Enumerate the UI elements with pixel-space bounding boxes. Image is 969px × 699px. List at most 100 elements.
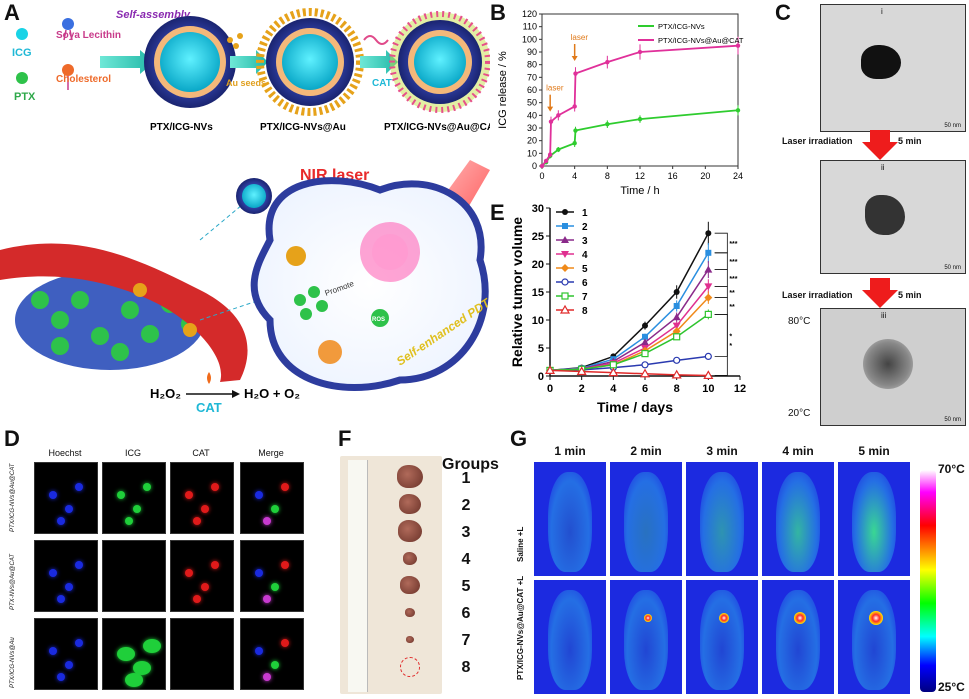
cell-spot — [271, 505, 279, 513]
chart-b-ytick-label: 30 — [527, 123, 537, 133]
chart-e-sig-label: *** — [729, 259, 737, 266]
scale-max-label: 70°C — [938, 462, 965, 476]
chart-b-point — [573, 71, 578, 76]
chart-e-point — [559, 304, 571, 314]
cell-spot — [75, 639, 83, 647]
thermal-image-tile — [534, 580, 606, 694]
cell-spot — [263, 595, 271, 603]
ptx-icg-nv-au-cat-icon — [389, 11, 491, 113]
step2-label: Laser irradiation — [782, 290, 853, 300]
group-number: 3 — [461, 524, 471, 541]
chart-e-sig-bracket — [714, 252, 728, 270]
chart-b-laser-label: laser — [571, 33, 589, 42]
thermal-time-label: 1 min — [554, 444, 586, 458]
group-number: 2 — [461, 497, 471, 514]
tem-particle-ii — [865, 195, 905, 235]
cell-spot — [255, 569, 263, 577]
tem-image-iii: iii 50 nm — [820, 308, 966, 426]
down-arrow-1-icon — [862, 130, 898, 160]
cat-label: CAT — [372, 78, 392, 89]
chart-b-ytick-label: 60 — [527, 85, 537, 95]
thermal-time-label: 2 min — [630, 444, 662, 458]
cell-spot — [49, 491, 57, 499]
chart-e-ytick-label: 30 — [532, 203, 544, 215]
group-number: 7 — [461, 632, 471, 649]
chart-b-ytick-label: 110 — [523, 22, 537, 32]
thermal-time-label: 5 min — [858, 444, 890, 458]
tumor-sample — [399, 494, 421, 514]
chart-e-point — [704, 293, 713, 302]
chart-e-point — [705, 230, 712, 237]
chart-b-xtick-label: 8 — [605, 171, 610, 181]
chart-b-ytick-label: 80 — [527, 60, 537, 70]
chart-e-sig-label: *** — [729, 241, 737, 248]
fluorescence-tile — [240, 540, 304, 612]
eq-products: H₂O + O₂ — [244, 386, 300, 401]
chart-b-point — [548, 119, 554, 124]
cell-spot — [185, 491, 193, 499]
tumor-hotspot — [869, 611, 883, 625]
cell-spot — [281, 561, 289, 569]
tem-scale-iii: 50 nm — [944, 417, 961, 423]
chart-e-point — [704, 352, 712, 360]
chart-e-sig-bracket — [714, 314, 728, 357]
chart-b-point — [556, 113, 561, 118]
ptx-dot-icon — [16, 72, 28, 84]
tumor-sample — [405, 608, 415, 617]
mouse-silhouette — [700, 472, 744, 572]
chart-b-xtick-label: 0 — [539, 171, 544, 181]
chart-e-sig-bracket — [714, 269, 728, 287]
chart-e-point — [561, 292, 569, 300]
chart-b-point — [539, 163, 545, 169]
tumor-sample — [400, 576, 420, 594]
chart-e-point — [703, 370, 714, 380]
tem-particle-iii — [863, 339, 913, 389]
mouse-silhouette — [548, 590, 592, 690]
chart-e-xtick-label: 4 — [610, 383, 617, 395]
tem-label-iii: iii — [881, 311, 887, 320]
panel-d-row-label: PTX-NVs@Au@CAT — [10, 553, 16, 610]
chart-b-ytick-label: 100 — [522, 34, 537, 44]
self-assembly-label: Self-assembly — [116, 9, 191, 21]
temp-hi-label: 80°C — [788, 316, 811, 327]
chart-e-sig-label: * — [729, 333, 732, 340]
thermal-image-tile — [610, 580, 682, 694]
tumor-sample — [398, 520, 422, 542]
chart-e-ytick-label: 25 — [532, 231, 544, 243]
panel-a-letter: A — [4, 0, 20, 25]
group-number: 8 — [461, 659, 471, 676]
chart-e-legend-label: 2 — [582, 222, 588, 233]
cell-spot — [255, 647, 263, 655]
arrow-3-icon — [360, 50, 398, 74]
tem-scale-ii: 50 nm — [944, 265, 961, 271]
chart-b-xtick-label: 12 — [635, 171, 645, 181]
mouse-silhouette — [852, 590, 896, 690]
fluorescence-tile — [240, 618, 304, 690]
chart-e-legend-label: 8 — [582, 306, 588, 317]
chart-b-point — [637, 49, 643, 55]
fluorescence-tile — [170, 462, 234, 534]
chart-e-legend-label: 6 — [582, 278, 588, 289]
chart-b-ytick-label: 40 — [527, 110, 537, 120]
tem-label-i: i — [881, 7, 883, 16]
eq-cat: CAT — [196, 400, 222, 415]
chart-e-point — [673, 333, 681, 341]
chart-b-ytick-label: 0 — [532, 161, 537, 171]
chart-e-point — [562, 209, 568, 215]
panel-g-letter: G — [510, 426, 528, 451]
tem-scale-i: 50 nm — [944, 123, 961, 129]
down-arrow-2-icon — [862, 278, 898, 308]
group-number: 6 — [461, 605, 471, 622]
fluorescence-tile — [240, 462, 304, 534]
chart-e-sig-bracket — [714, 314, 728, 376]
thermal-image-tile — [686, 580, 758, 694]
au-seed-icon — [227, 37, 233, 43]
chart-e-sig-label: *** — [729, 276, 737, 283]
mouse-silhouette — [700, 590, 744, 690]
chart-e-point — [608, 367, 619, 377]
panel-e-letter: E — [490, 200, 505, 225]
mouse-silhouette — [852, 472, 896, 572]
chart-e-point — [561, 251, 569, 258]
chart-b-ytick-label: 10 — [527, 148, 537, 158]
